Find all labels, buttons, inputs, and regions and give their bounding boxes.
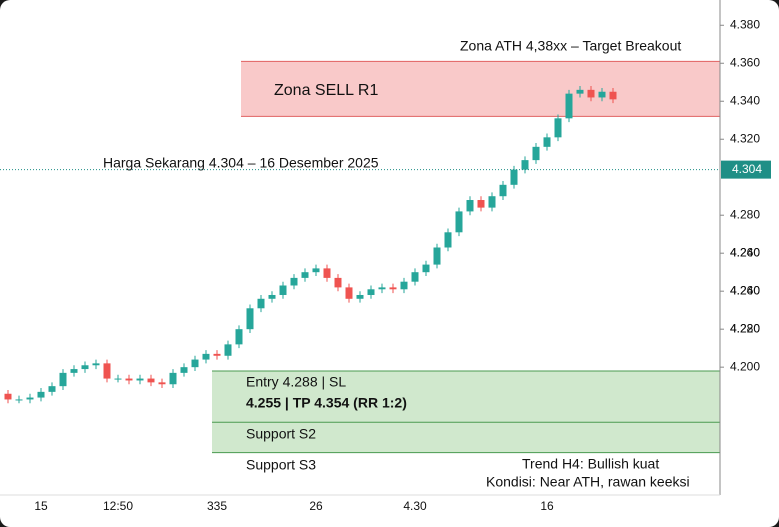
support-s2: Support S2 [246, 426, 316, 442]
candle-body [70, 369, 78, 373]
candle-body [323, 268, 331, 278]
x-tick-label: 335 [207, 499, 227, 513]
candle-body [510, 169, 518, 185]
candle-body [587, 89, 595, 98]
candle-body [411, 272, 419, 282]
candle-body [191, 359, 199, 368]
candle-body [433, 247, 441, 265]
ath-annotation: Zona ATH 4,38xx – Target Breakout [460, 38, 681, 54]
candle-body [609, 91, 617, 100]
y-tick-label: 4.360 [730, 55, 760, 69]
candle-body [389, 287, 397, 290]
candle-body [554, 118, 562, 138]
candle-body [15, 399, 23, 401]
candle-body [180, 367, 188, 373]
y-tick-label: 4.320 [730, 131, 760, 145]
candle-body [125, 378, 133, 381]
candle-body [26, 397, 34, 400]
candle-body [378, 287, 386, 290]
sell-zone [241, 61, 720, 117]
current-price-label: 4.304 [732, 162, 762, 176]
candle-body [92, 363, 100, 366]
price-annotation: Harga Sekarang 4.304 – 16 Desember 2025 [103, 155, 379, 171]
candle-body [136, 378, 144, 381]
candle-body [290, 277, 298, 286]
candle-body [235, 329, 243, 345]
candle-body [455, 211, 463, 233]
y-axis-label: 4.260 [730, 283, 760, 297]
buy-zone [212, 370, 720, 453]
y-tick-label: 4.220 [730, 321, 760, 335]
current-price-tag [721, 160, 771, 179]
x-tick-label: 15 [34, 499, 48, 513]
candle-body [37, 391, 45, 398]
candle-body [400, 281, 408, 290]
candle-body [466, 200, 474, 212]
candle-body [268, 294, 276, 299]
candle-body [158, 382, 166, 385]
trend-annotation: Trend H4: Bullish kuat [522, 456, 659, 472]
candle-body [59, 372, 67, 387]
candle-body [4, 393, 12, 400]
y-tick-label: 4.380 [730, 17, 760, 31]
sell-zone-label: Zona SELL R1 [274, 82, 378, 99]
x-tick-label: 4.30 [403, 499, 427, 513]
candle-body [444, 232, 452, 248]
candle-body [147, 378, 155, 383]
y-axis-label: 4.280 [730, 321, 760, 335]
y-axis-label: 4.240 [730, 245, 760, 259]
candle-body [334, 277, 342, 288]
support-s3: Support S3 [246, 457, 316, 473]
candle-body [301, 272, 309, 278]
candle-body [312, 268, 320, 273]
x-tick-label: 26 [309, 499, 323, 513]
entry-annotation: Entry 4.288 | SL [246, 374, 346, 390]
candle-body [576, 89, 584, 94]
y-tick-label: 4.280 [730, 207, 760, 221]
candle-body [169, 372, 177, 385]
candle-body [345, 287, 353, 299]
candle-body [356, 294, 364, 299]
y-tick-label: 4.260 [730, 245, 760, 259]
candle-body [48, 386, 56, 392]
y-tick-label: 4.240 [730, 283, 760, 297]
candle-body [213, 353, 221, 356]
candle-body [598, 91, 606, 98]
candle-body [488, 196, 496, 208]
x-tick-label: 16 [540, 499, 554, 513]
candle-body [257, 298, 265, 309]
candle-body [532, 146, 540, 161]
candle-body [224, 344, 232, 356]
candle-body [279, 285, 287, 295]
candle-body [367, 289, 375, 295]
candle-body [81, 365, 89, 370]
candle-body [202, 353, 210, 360]
candle-body [565, 93, 573, 119]
candle-body [543, 137, 551, 147]
y-tick-label: 4.200 [730, 359, 760, 373]
condition-annotation: Kondisi: Near ATH, rawan keeksi [486, 474, 690, 490]
candle-body [422, 264, 430, 273]
candle-body [103, 363, 111, 379]
candle-body [246, 308, 254, 330]
entry-annotation: 4.255 | TP 4.354 (RR 1:2) [246, 395, 407, 411]
candle-body [477, 200, 485, 208]
candle-body [114, 378, 122, 380]
y-tick-label: 4.340 [730, 93, 760, 107]
x-tick-label: 12:50 [103, 499, 133, 513]
candle-body [521, 160, 529, 170]
candle-body [499, 184, 507, 197]
